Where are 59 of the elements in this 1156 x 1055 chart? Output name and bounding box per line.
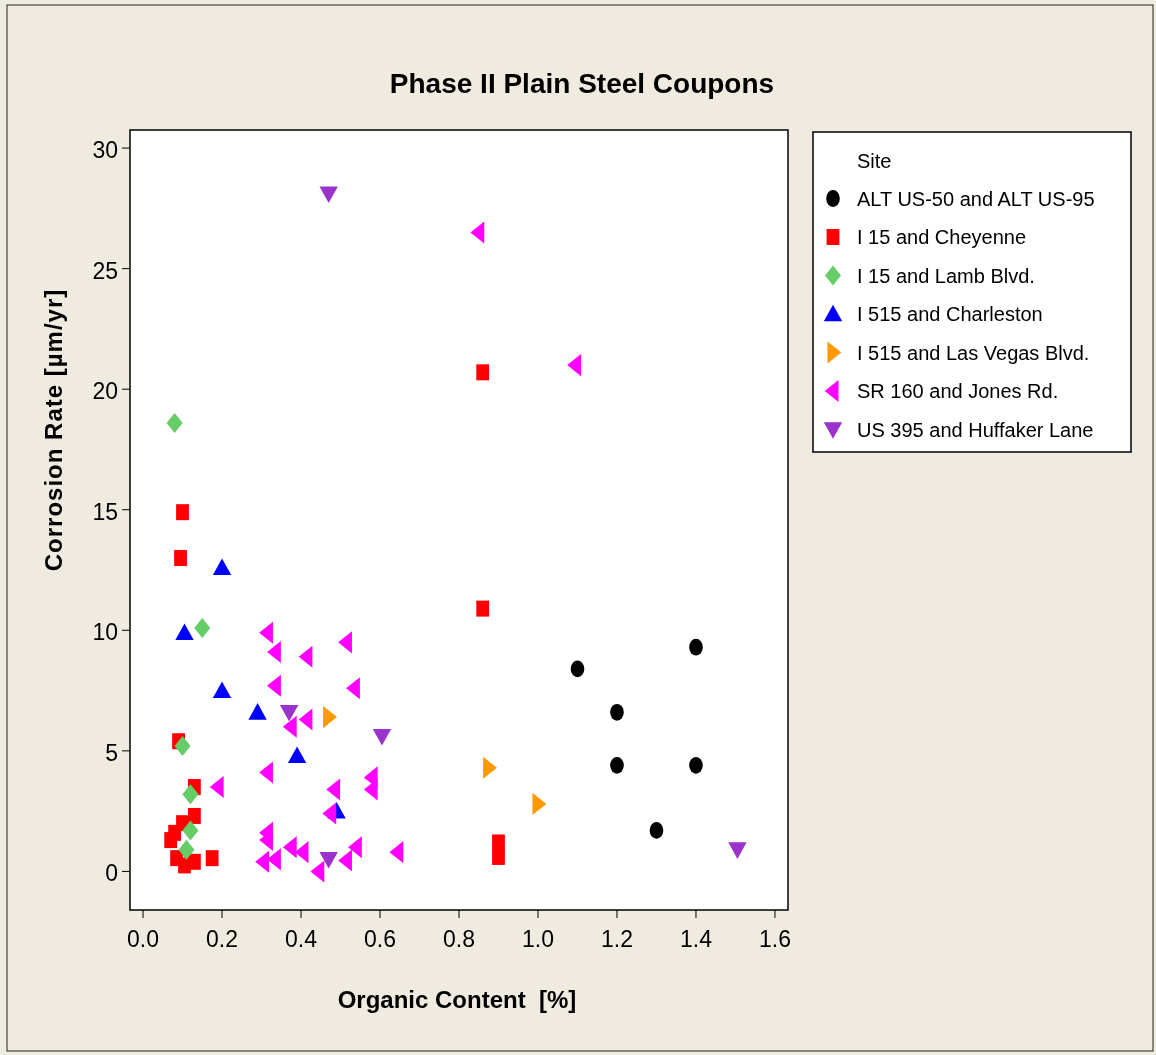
point (194, 617, 211, 638)
point (279, 704, 299, 722)
point (164, 832, 178, 849)
y-tick-label: 5 (105, 739, 118, 766)
x-tick-label: 1.0 (522, 926, 554, 952)
point (689, 638, 703, 656)
point (372, 729, 392, 746)
x-tick-label: 0.4 (285, 926, 318, 952)
point (212, 558, 232, 575)
point (166, 412, 183, 433)
point (174, 549, 187, 566)
point (649, 822, 664, 839)
point (178, 839, 195, 860)
point (287, 746, 307, 764)
x-tick-label: 1.2 (600, 926, 633, 952)
point (182, 820, 199, 841)
x-tick-label: 1.4 (679, 926, 713, 952)
y-tick-label: 25 (92, 257, 118, 284)
x-tick-label: 0.8 (443, 926, 475, 952)
point (728, 842, 747, 859)
y-tick-label: 30 (92, 137, 118, 164)
point (476, 600, 490, 617)
x-tick-label: 1.6 (758, 926, 791, 952)
x-axis-title: Organic Content [%] (337, 986, 577, 1013)
legend-label: I 515 and Charleston (857, 303, 1043, 325)
point (212, 681, 232, 698)
point (610, 756, 624, 774)
legend-title: Site (857, 150, 892, 172)
y-tick-label: 10 (92, 619, 118, 646)
legend-label: I 515 and Las Vegas Blvd. (857, 341, 1090, 364)
point (174, 736, 191, 757)
point (175, 623, 194, 641)
point (248, 703, 267, 720)
legend-label: I 15 and Cheyenne (857, 226, 1027, 248)
legend-label: I 15 and Lamb Blvd. (857, 264, 1035, 287)
point (689, 756, 703, 774)
y-tick-label: 0 (105, 860, 118, 887)
x-tick-label: 0.2 (206, 926, 239, 952)
point (492, 834, 505, 851)
point (492, 848, 505, 865)
point (182, 784, 199, 805)
point (476, 364, 490, 381)
point (205, 850, 219, 867)
y-tick-label: 15 (92, 498, 118, 525)
point (610, 703, 624, 721)
point (319, 852, 338, 869)
point (178, 857, 191, 874)
legend-label: SR 160 and Jones Rd. (857, 380, 1059, 402)
point (319, 186, 338, 204)
point (187, 807, 201, 824)
chart-title: Phase II Plain Steel Coupons (389, 68, 775, 99)
legend-label: US 395 and Huffaker Lane (857, 418, 1094, 441)
y-axis-title: Corrosion Rate [µm/yr] (40, 288, 67, 572)
point (176, 504, 189, 521)
x-tick-label: 0.0 (127, 926, 160, 952)
point (570, 660, 585, 678)
y-tick-label: 20 (92, 378, 118, 405)
x-tick-label: 0.6 (364, 926, 396, 952)
legend-label: ALT US-50 and ALT US-95 (857, 187, 1095, 210)
